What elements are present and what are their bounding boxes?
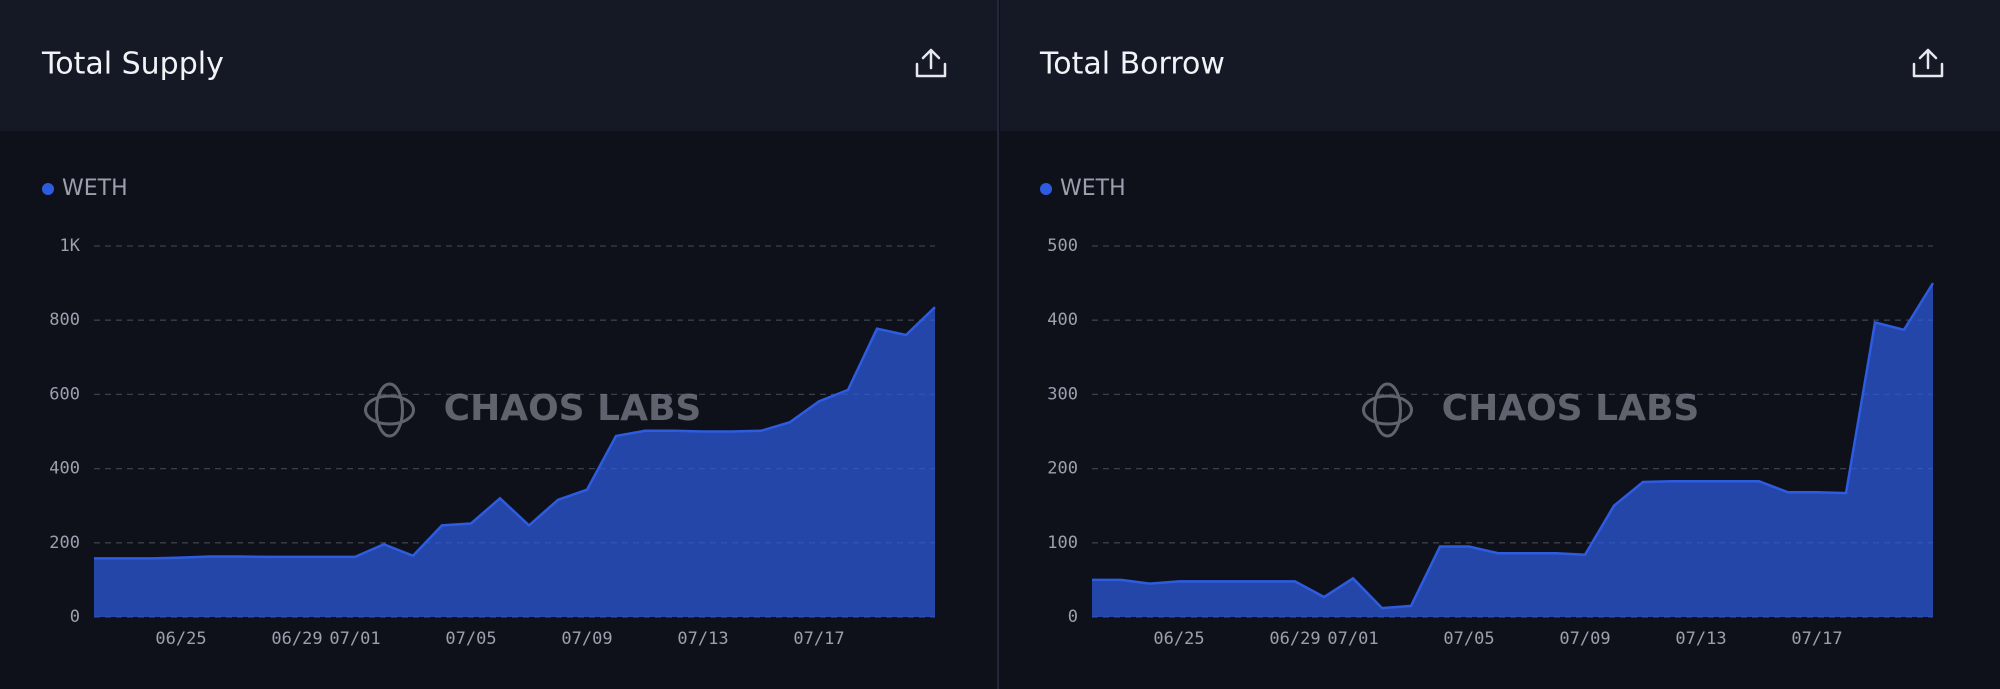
x-tick-label: 07/05 [445, 629, 496, 649]
y-tick-label: 600 [49, 384, 80, 404]
legend-swatch [42, 183, 54, 195]
x-tick-label: 07/13 [677, 629, 728, 649]
panel-header [0, 0, 997, 131]
legend-label: WETH [1060, 176, 1126, 201]
share-icon[interactable] [1912, 48, 1944, 78]
panel-header [1000, 0, 2000, 131]
watermark-logo [364, 382, 415, 438]
x-tick-label: 07/01 [1327, 629, 1378, 649]
watermark: CHAOS LABS [444, 388, 702, 429]
chart-title: Total Supply [41, 47, 224, 82]
y-tick-label: 300 [1047, 384, 1078, 404]
chart-title: Total Borrow [1039, 47, 1225, 82]
x-tick-label: 07/17 [1791, 629, 1842, 649]
y-tick-label: 1K [60, 236, 81, 256]
area [94, 307, 935, 617]
x-tick-label: 07/09 [561, 629, 612, 649]
x-tick-label: 07/05 [1443, 629, 1494, 649]
logo-ring [1373, 382, 1402, 438]
y-tick-label: 200 [1047, 459, 1078, 479]
logo-ring [375, 382, 404, 438]
x-tick-label: 06/29 [271, 629, 322, 649]
legend-swatch [1040, 183, 1052, 195]
share-icon[interactable] [915, 48, 947, 78]
x-tick-label: 06/25 [155, 629, 206, 649]
y-tick-label: 0 [1068, 607, 1078, 627]
x-tick-label: 07/01 [329, 629, 380, 649]
area [1092, 283, 1933, 617]
logo-ring [364, 394, 415, 426]
legend-label: WETH [62, 176, 128, 201]
x-tick-label: 07/09 [1559, 629, 1610, 649]
logo-ring [1362, 394, 1413, 426]
watermark: CHAOS LABS [1442, 388, 1700, 429]
y-tick-label: 100 [1047, 533, 1078, 553]
y-tick-label: 0 [70, 607, 80, 627]
y-tick-label: 500 [1047, 236, 1078, 256]
watermark-logo [1362, 382, 1413, 438]
line [1092, 282, 1935, 610]
x-tick-label: 07/17 [793, 629, 844, 649]
x-tick-label: 07/13 [1675, 629, 1726, 649]
y-tick-label: 200 [49, 533, 80, 553]
x-tick-label: 06/25 [1153, 629, 1204, 649]
y-tick-label: 400 [1047, 310, 1078, 330]
line [94, 306, 936, 560]
x-tick-label: 06/29 [1269, 629, 1320, 649]
y-tick-label: 800 [49, 310, 80, 330]
y-tick-label: 400 [49, 459, 80, 479]
